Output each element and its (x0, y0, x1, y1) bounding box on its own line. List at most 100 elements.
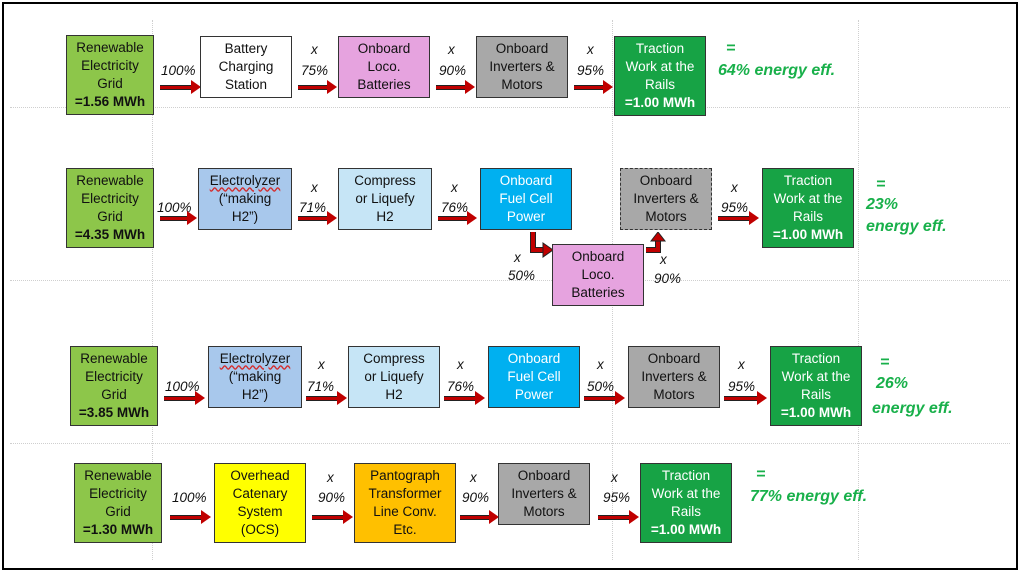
multiply-label: x (448, 42, 455, 57)
flow-arrow (718, 211, 759, 225)
efficiency-label: 71% (307, 379, 335, 394)
flow-arrow (298, 211, 337, 225)
efficiency-label: 90% (439, 63, 467, 78)
battery-charging-box: Battery Charging Station (200, 36, 292, 98)
box-line-2: Loco. (581, 266, 615, 282)
traction-label-2: Work at the (651, 485, 721, 501)
multiply-label: x (327, 470, 334, 485)
grid-label-3: Grid (105, 504, 131, 519)
inverters-motors-box: Onboard Inverters & Motors (498, 463, 590, 525)
onboard-batteries-box: Onboard Loco. Batteries (338, 36, 430, 98)
efficiency-label: 95% (577, 63, 605, 78)
ocs-box: Overhead Catenary System (OCS) (214, 463, 306, 543)
traction-work-box: Traction Work at the Rails =1.00 MWh (614, 36, 706, 116)
fuel-cell-box: Onboard Fuel Cell Power (488, 346, 580, 408)
traction-label-3: Rails (670, 504, 701, 519)
grid-energy-value: =3.85 MWh (78, 405, 150, 421)
box-line-2: Fuel Cell (507, 368, 561, 384)
grid-energy-value: =4.35 MWh (74, 227, 146, 243)
box-line-3: H2 (376, 209, 394, 225)
traction-label-2: Work at the (781, 368, 851, 384)
fuel-cell-box: Onboard Fuel Cell Power (480, 168, 572, 230)
efficiency-label: 95% (603, 490, 631, 505)
flow-arrow (574, 80, 613, 94)
grid-label-3: Grid (97, 76, 123, 91)
multiply-label: x (611, 470, 618, 485)
box-line-1: Onboard (571, 248, 625, 264)
box-line-4: (OCS) (240, 522, 280, 538)
flow-arrow (724, 391, 767, 405)
overall-efficiency-percent: 23% (866, 196, 899, 213)
efficiency-label: 90% (654, 271, 682, 286)
compress-liquefy-box: Compress or Liquefy H2 (348, 346, 440, 408)
grid-label-2: Electricity (81, 57, 139, 73)
efficiency-label: 71% (299, 200, 327, 215)
efficiency-label: 90% (462, 490, 490, 505)
traction-work-box: Traction Work at the Rails =1.00 MWh (762, 168, 854, 248)
efficiency-label: 95% (721, 200, 749, 215)
box-line-1: Onboard (495, 40, 549, 56)
overall-efficiency-label: energy eff. (866, 218, 947, 235)
efficiency-label: 100% (172, 490, 207, 505)
grid-label-2: Electricity (85, 368, 143, 384)
equals-sign: = (756, 466, 766, 483)
box-line-3: System (237, 504, 283, 519)
box-line-3: Motors (653, 387, 695, 403)
traction-label-1: Traction (635, 40, 685, 56)
traction-energy-value: =1.00 MWh (624, 95, 696, 111)
grid-box: Renewable Electricity Grid =1.30 MWh (74, 463, 162, 543)
pantograph-box: Pantograph Transformer Line Conv. Etc. (354, 463, 456, 543)
flow-arrow (298, 80, 337, 94)
box-line-1: Pantograph (370, 467, 440, 483)
electrolyzer-box: Electrolyzer (“making H2”) (208, 346, 302, 408)
box-line-2: or Liquefy (355, 190, 415, 206)
box-line-3: Motors (523, 504, 565, 520)
box-line-1: Onboard (647, 350, 701, 366)
box-line-3: Power (506, 209, 546, 225)
box-line-2: Loco. (367, 58, 401, 74)
traction-energy-value: =1.00 MWh (780, 405, 852, 421)
box-line-1: Onboard (639, 172, 693, 188)
multiply-label: x (470, 470, 477, 485)
efficiency-label: 76% (441, 200, 469, 215)
box-line-2: Catenary (232, 485, 288, 501)
overall-efficiency-label: energy eff. (872, 400, 953, 417)
box-line-2: Inverters & (641, 368, 707, 384)
efficiency-label: 95% (728, 379, 756, 394)
traction-energy-value: =1.00 MWh (650, 522, 722, 538)
multiply-label: x (514, 250, 521, 265)
slide-frame (2, 2, 1018, 570)
traction-label-3: Rails (792, 209, 823, 224)
multiply-label: x (318, 357, 325, 372)
box-line-2: Fuel Cell (499, 190, 553, 206)
equals-sign: = (726, 40, 736, 57)
efficiency-label: 100% (157, 200, 192, 215)
box-line-1: Onboard (499, 172, 553, 188)
traction-energy-value: =1.00 MWh (772, 227, 844, 243)
flow-arrow (164, 391, 205, 405)
box-line-3: H2”) (241, 387, 269, 403)
traction-work-box: Traction Work at the Rails =1.00 MWh (770, 346, 862, 426)
box-line-2: (“making (218, 190, 272, 206)
overall-efficiency: 77% energy eff. (750, 488, 868, 505)
multiply-label: x (587, 42, 594, 57)
multiply-label: x (451, 180, 458, 195)
efficiency-label: 75% (301, 63, 329, 78)
electrolyzer-box: Electrolyzer (“making H2”) (198, 168, 292, 230)
box-line-2: Inverters & (489, 58, 555, 74)
inverters-motors-box: Onboard Inverters & Motors (620, 168, 712, 230)
box-line-3: Batteries (357, 77, 411, 93)
box-line-3: Line Conv. (373, 504, 437, 519)
box-line-2: (“making (228, 368, 282, 384)
box-line-1: Onboard (357, 40, 411, 56)
multiply-label: x (731, 180, 738, 195)
overall-efficiency: 64% energy eff. (718, 62, 836, 79)
elbow-arrow-down (530, 232, 554, 258)
flow-arrow (436, 80, 475, 94)
box-line-1: Compress (354, 172, 416, 188)
efficiency-label: 100% (165, 379, 200, 394)
multiply-label: x (738, 357, 745, 372)
box-line-2: Inverters & (633, 190, 699, 206)
elbow-arrow-up (646, 232, 667, 253)
grid-label-1: Renewable (80, 350, 148, 366)
